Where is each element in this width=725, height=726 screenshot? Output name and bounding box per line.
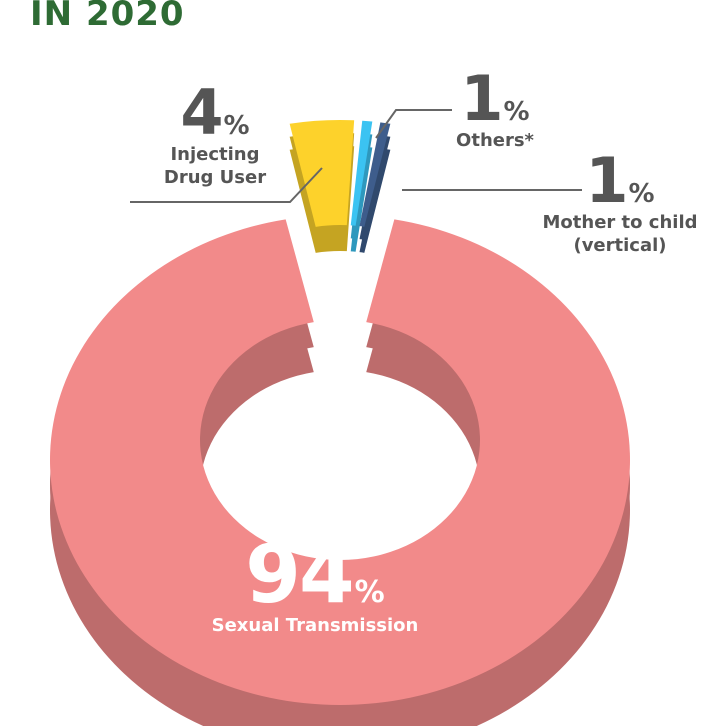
value: 1 [585, 144, 628, 217]
value-line: 94% [190, 535, 440, 615]
data-label: 4% Injecting Drug User [150, 82, 280, 189]
unit: % [503, 97, 530, 127]
value-line: 1% [520, 150, 720, 212]
slice [50, 219, 631, 706]
value-line: 1% [440, 68, 550, 130]
slice-side [350, 146, 373, 252]
leader-line [130, 167, 323, 203]
unit: % [628, 179, 655, 209]
slice [359, 122, 391, 227]
slice [289, 120, 355, 227]
slice [350, 120, 373, 226]
value: 1 [460, 62, 503, 135]
value-line: 4% [150, 82, 280, 144]
leader-line [375, 109, 452, 139]
category-label: Others* [456, 130, 534, 151]
chart-title: IN 2020 [30, 0, 185, 34]
data-label: 1% Others* [440, 68, 550, 153]
data-label: 1% Mother to child (vertical) [520, 150, 720, 257]
unit: % [223, 111, 250, 141]
category-label: Sexual Transmission [211, 615, 419, 636]
slice-side [359, 148, 391, 253]
value: 94 [245, 528, 354, 621]
value: 4 [180, 76, 223, 149]
category-label: Injecting Drug User [163, 144, 267, 188]
category-label: Mother to child (vertical) [542, 212, 698, 256]
data-label: 94% Sexual Transmission [190, 535, 440, 638]
unit: % [354, 575, 385, 610]
